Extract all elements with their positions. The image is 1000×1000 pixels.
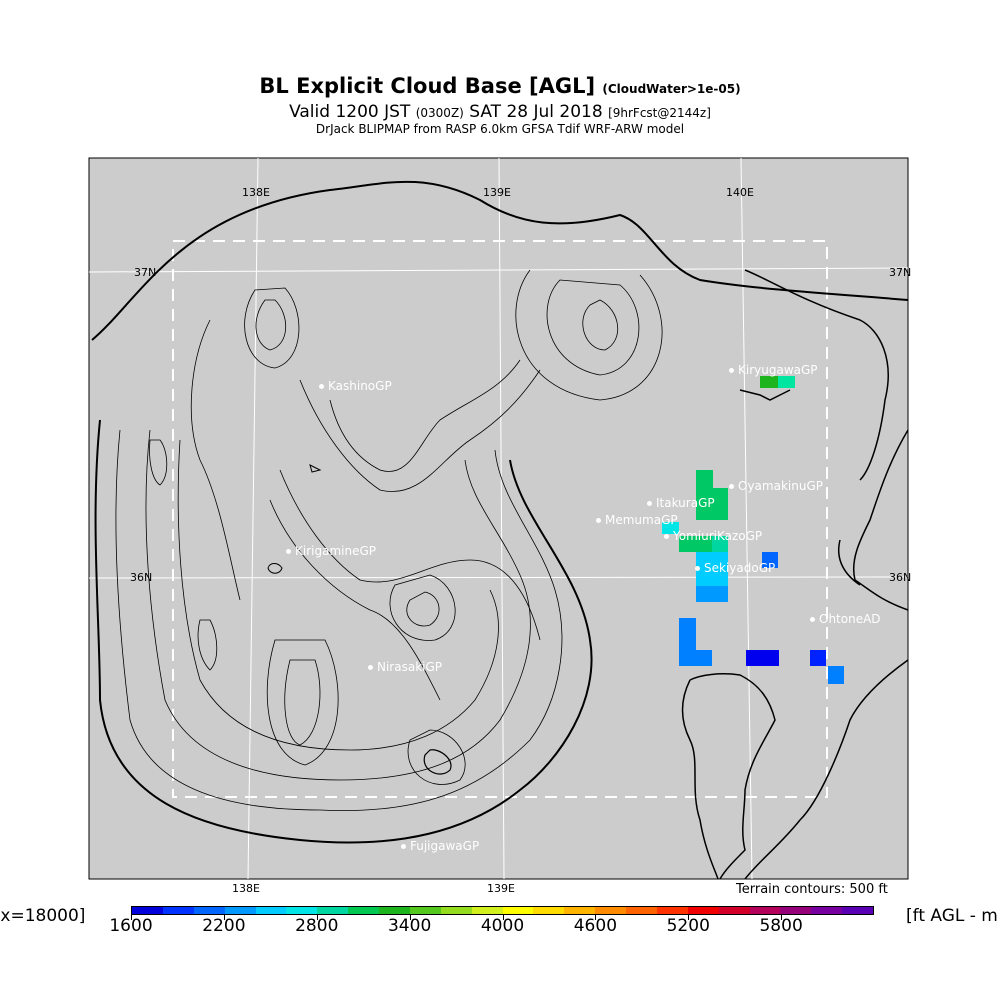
colorbar-swatch <box>317 907 349 914</box>
colorbar-swatch <box>132 907 163 914</box>
colorbar-swatch <box>286 907 318 914</box>
site-sekiyado: SekiyadoGP <box>695 561 775 575</box>
inner-domain-box <box>172 240 828 798</box>
colorbar-tick <box>223 915 225 920</box>
colorbar-tick-label: 5800 <box>759 916 803 936</box>
cell-oyamakinu <box>696 470 713 488</box>
colorbar-swatch <box>842 907 873 914</box>
site-yomiuri-kazo: YomiuriKazoGP <box>664 529 762 543</box>
colorbar-swatch <box>409 907 441 914</box>
colorbar-swatch <box>471 907 503 914</box>
colorbar-tick-label: 1600 <box>109 916 153 936</box>
colorbar-tick <box>781 915 783 920</box>
colorbar-left-label: ax=18000] <box>0 906 86 926</box>
lat-label-37n-right: 37N <box>889 266 912 279</box>
model-subtitle: DrJack BLIPMAP from RASP 6.0km GFSA Tdif… <box>315 122 685 136</box>
valid-time: Valid 1200 JST (0300Z) SAT 28 Jul 2018 [… <box>289 102 711 122</box>
site-nirasaki: NirasakiGP <box>368 660 442 674</box>
colorbar-tick-label: 5200 <box>666 916 710 936</box>
colorbar-swatch <box>687 907 719 914</box>
colorbar-tick <box>316 915 318 920</box>
cell-ohtone-2 <box>828 666 844 684</box>
lat-label-36n-right: 36N <box>889 571 912 584</box>
lon-label-138e-top: 138E <box>242 186 270 199</box>
site-memuma: MemumaGP <box>596 513 678 527</box>
terrain-contours-note: Terrain contours: 500 ft <box>736 882 888 897</box>
colorbar-swatch <box>718 907 750 914</box>
lon-label-139e-top: 139E <box>483 186 511 199</box>
colorbar-swatch <box>533 907 565 914</box>
site-fujigawa: FujigawaGP <box>401 839 479 853</box>
colorbar-tick-label: 2200 <box>202 916 246 936</box>
colorbar-tick <box>688 915 690 920</box>
colorbar-tick <box>409 915 411 920</box>
map-background <box>88 157 909 880</box>
colorbar-swatch <box>626 907 657 914</box>
colorbar-swatch <box>749 907 781 914</box>
colorbar-swatch <box>379 907 410 914</box>
site-itakura: ItakuraGP <box>647 496 715 510</box>
lon-label-138e-bottom: 138E <box>232 882 260 895</box>
site-kirigamine: KirigaminеGP <box>286 544 376 558</box>
colorbar <box>131 906 874 915</box>
colorbar-tick-label: 4000 <box>480 916 525 936</box>
cell-ohtone-1 <box>810 650 826 666</box>
site-oyamakinu: OyamakinuGP <box>729 479 823 493</box>
site-ohtone: OhtoneAD <box>810 612 881 626</box>
colorbar-swatch <box>564 907 596 914</box>
colorbar-tick-label: 3400 <box>387 916 432 936</box>
colorbar-swatch <box>595 907 626 914</box>
colorbar-tick <box>595 915 597 920</box>
coastline <box>681 269 909 880</box>
lat-label-37n-left: 37N <box>134 266 157 279</box>
lat-label-36n-left: 36N <box>130 571 153 584</box>
lat-lon-grid <box>88 157 909 880</box>
colorbar-tick-label: 4600 <box>573 916 618 936</box>
colorbar-swatch <box>193 907 225 914</box>
colorbar-tick-label: 2800 <box>295 916 339 936</box>
colorbar-swatch <box>162 907 194 914</box>
lon-label-139e-bottom: 139E <box>487 882 515 895</box>
cell-south-3 <box>746 650 779 666</box>
cell-kiryugawa-1 <box>760 376 778 388</box>
lon-label-140e-top: 140E <box>726 186 754 199</box>
colorbar-tick <box>131 915 132 920</box>
colorbar-tick <box>502 915 504 920</box>
colorbar-swatch <box>656 907 688 914</box>
colorbar-swatch <box>440 907 472 914</box>
colorbar-swatch <box>780 907 812 914</box>
cell-kiryugawa-2 <box>778 376 795 388</box>
chart-title: BL Explicit Cloud Base [AGL] (CloudWater… <box>259 74 741 98</box>
colorbar-swatch <box>255 907 287 914</box>
site-kashino: KashinoGP <box>319 379 392 393</box>
colorbar-swatch <box>811 907 843 914</box>
colorbar-swatch <box>224 907 256 914</box>
cell-south-2 <box>679 650 712 666</box>
cell-south-1 <box>679 618 696 650</box>
colorbar-swatch <box>502 907 534 914</box>
site-kiryugawa: KiryugawaGP <box>729 363 818 377</box>
colorbar-unit-label: [ft AGL - m <box>906 906 998 926</box>
colorbar-swatch <box>348 907 379 914</box>
cell-sekiyado-2 <box>696 586 728 602</box>
terrain-contours <box>91 180 909 844</box>
